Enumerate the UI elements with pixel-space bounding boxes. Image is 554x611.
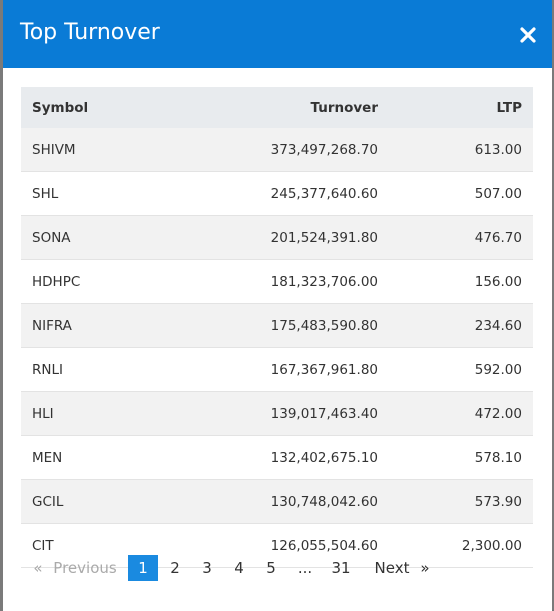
table-row: HLI 139,017,463.40 472.00 [21, 392, 533, 436]
turnover-table: Symbol Turnover LTP SHIVM 373,497,268.70 613.… [21, 87, 533, 568]
table-cell: 201,524,391.80 [270, 229, 378, 246]
table-cell: 613.00 [474, 141, 522, 158]
table-cell: 234.60 [474, 317, 522, 334]
table-cell: 476.70 [474, 229, 522, 246]
table-cell: 132,402,675.10 [270, 449, 378, 466]
table-cell: 373,497,268.70 [270, 141, 378, 158]
table-row: SHL 245,377,640.60 507.00 [21, 172, 533, 216]
close-button[interactable] [520, 27, 536, 47]
table-header: Symbol Turnover LTP [21, 87, 533, 128]
table-cell: 2,300.00 [461, 537, 522, 554]
close-icon [520, 27, 536, 43]
table-cell: 167,367,961.80 [270, 361, 378, 378]
page-link: ... [297, 559, 313, 577]
table-cell[interactable]: NIFRA [32, 317, 72, 334]
table-row: SONA 201,524,391.80 476.70 [21, 216, 533, 260]
page-link[interactable]: 2 [170, 559, 180, 577]
column-header[interactable]: Turnover [310, 99, 379, 116]
table-cell: 573.90 [474, 493, 522, 510]
table-cell[interactable]: SHL [32, 185, 59, 202]
table-row: NIFRA 175,483,590.80 234.60 [21, 304, 533, 348]
table-cell[interactable]: MEN [32, 449, 63, 466]
table-cell: 245,377,640.60 [270, 185, 378, 202]
table-cell[interactable]: RNLI [32, 361, 63, 378]
table-cell: 156.00 [474, 273, 522, 290]
table-row: RNLI 167,367,961.80 592.00 [21, 348, 533, 392]
table-cell: 592.00 [474, 361, 522, 378]
page-link[interactable]: 1 [128, 555, 158, 581]
pagination-last[interactable]: » [420, 559, 430, 577]
table-cell[interactable]: SONA [32, 229, 71, 246]
page-link[interactable]: 5 [266, 559, 276, 577]
page-link[interactable]: 4 [234, 559, 244, 577]
column-header[interactable]: LTP [496, 99, 522, 116]
pagination-previous: Previous [53, 559, 117, 577]
table-cell: 578.10 [474, 449, 522, 466]
page-link[interactable]: 31 [331, 559, 351, 577]
column-header: Symbol [32, 99, 89, 116]
table-row: CIT 126,055,504.60 2,300.00 [21, 524, 533, 568]
table-cell[interactable]: CIT [32, 537, 54, 554]
table-cell: 472.00 [474, 405, 522, 422]
page-link[interactable]: 3 [202, 559, 212, 577]
table-row: SHIVM 373,497,268.70 613.00 [21, 128, 533, 172]
table-cell[interactable]: HLI [32, 405, 54, 422]
table-row: MEN 132,402,675.10 578.10 [21, 436, 533, 480]
pagination: « Previous 1 2 3 4 5... 31 Next » [21, 555, 533, 581]
pagination-next[interactable]: Next [374, 559, 410, 577]
modal: Top Turnover Symbol Turnover LTP SHIVM 373,4… [3, 0, 552, 611]
table-cell: 130,748,042.60 [270, 493, 378, 510]
table-cell[interactable]: SHIVM [32, 141, 76, 158]
pagination-first: « [33, 559, 43, 577]
table-cell: 126,055,504.60 [270, 537, 378, 554]
table-cell[interactable]: GCIL [32, 493, 64, 510]
table-cell: 181,323,706.00 [270, 273, 378, 290]
table-cell: 139,017,463.40 [270, 405, 378, 422]
table-row: HDHPC 181,323,706.00 156.00 [21, 260, 533, 304]
table-cell[interactable]: HDHPC [32, 273, 81, 290]
table-cell: 507.00 [474, 185, 522, 202]
table-cell: 175,483,590.80 [270, 317, 378, 334]
table-row: GCIL 130,748,042.60 573.90 [21, 480, 533, 524]
modal-header: Top Turnover [3, 0, 552, 68]
modal-title: Top Turnover [20, 20, 160, 45]
